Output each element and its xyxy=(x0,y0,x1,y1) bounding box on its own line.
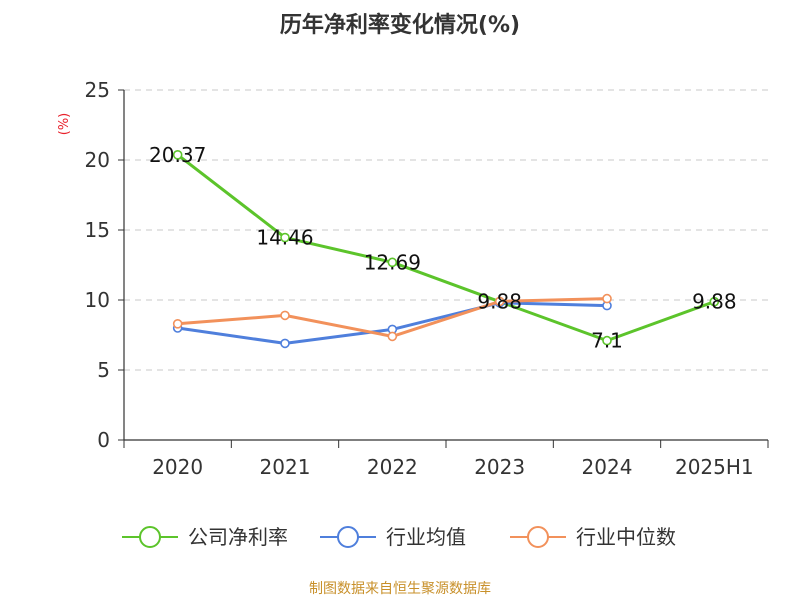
legend: 公司净利率 行业均值 行业中位数 xyxy=(122,525,676,549)
data-point xyxy=(280,232,290,243)
series-line xyxy=(176,153,715,343)
data-point xyxy=(387,257,398,268)
data-label: 7.1 xyxy=(591,329,623,353)
x-tick-label: 2023 xyxy=(474,455,525,479)
data-labels: 20.37 14.46 12.69 9.88 7.1 9.88 xyxy=(149,143,737,353)
legend-item[interactable]: 公司净利率 xyxy=(122,525,288,549)
legend-label: 公司净利率 xyxy=(188,525,288,549)
legend-marker-icon xyxy=(527,526,549,548)
legend-label: 行业中位数 xyxy=(576,525,676,549)
y-tick-label: 20 xyxy=(85,148,110,172)
data-point xyxy=(387,331,398,342)
series-2 xyxy=(172,293,612,342)
data-label: 20.37 xyxy=(149,143,206,167)
series-lines xyxy=(172,150,720,349)
x-tick-label: 2021 xyxy=(260,455,311,479)
x-tick-label: 2024 xyxy=(582,455,633,479)
x-tick-label: 2020 xyxy=(152,455,203,479)
legend-item[interactable]: 行业中位数 xyxy=(510,525,676,549)
y-tick-label: 10 xyxy=(85,288,110,312)
axes: 0 5 10 15 20 25 2020 2021 2022 2023 2024 2025H1 xyxy=(85,78,769,479)
y-tick-label: 5 xyxy=(97,358,110,382)
data-point xyxy=(172,318,183,329)
data-point xyxy=(494,296,505,307)
y-tick-label: 25 xyxy=(85,78,110,102)
data-label: 9.88 xyxy=(477,290,522,314)
x-tick-label: 2025H1 xyxy=(675,455,754,479)
data-point xyxy=(602,335,612,346)
y-axis-unit-label: (%) xyxy=(57,113,72,136)
legend-item[interactable]: 行业均值 xyxy=(320,525,466,549)
grid-lines xyxy=(124,89,768,371)
chart-title: 历年净利率变化情况(%) xyxy=(280,12,520,38)
legend-marker-icon xyxy=(337,526,359,548)
data-label: 12.69 xyxy=(364,250,421,274)
data-point xyxy=(280,338,290,349)
y-tick-label: 15 xyxy=(85,218,110,242)
data-label: 14.46 xyxy=(256,226,313,250)
y-tick-label: 0 xyxy=(97,428,110,452)
legend-marker-icon xyxy=(139,526,161,548)
x-tick-label: 2022 xyxy=(367,455,418,479)
legend-label: 行业均值 xyxy=(386,525,466,549)
data-point xyxy=(602,293,612,304)
data-point xyxy=(172,150,183,160)
data-point xyxy=(280,310,290,321)
data-label: 9.88 xyxy=(692,290,737,314)
data-point xyxy=(709,296,720,307)
source-note: 制图数据来自恒生聚源数据库 xyxy=(309,581,491,597)
